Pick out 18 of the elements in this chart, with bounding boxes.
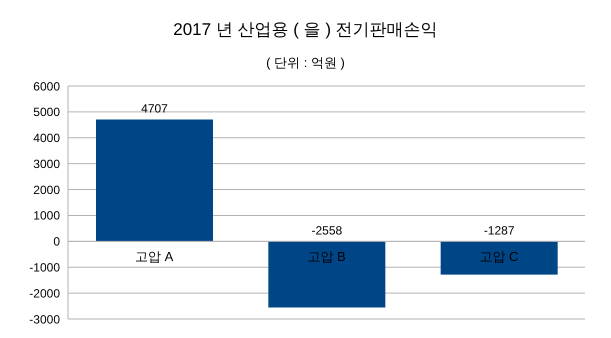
- y-tick-label: 5000: [33, 105, 60, 120]
- y-tick-label: -2000: [29, 286, 60, 300]
- data-label: -1287: [484, 223, 515, 238]
- chart-title: 2017 년 산업용 ( 을 ) 전기판매손익: [172, 19, 439, 41]
- x-tick-label: 고압 C: [479, 249, 518, 264]
- y-tick-label: -1000: [29, 260, 60, 274]
- chart-subtitle: ( 단위 : 억원 ): [265, 54, 346, 72]
- y-tick-label: 2000: [33, 182, 60, 197]
- y-tick-label: -3000: [29, 312, 60, 326]
- y-tick-label: 1000: [33, 208, 60, 223]
- y-tick-label: 0: [53, 234, 60, 249]
- data-label: -2558: [311, 223, 342, 238]
- x-tick-label: 고압 B: [307, 249, 346, 264]
- y-tick-label: 3000: [33, 156, 60, 171]
- x-tick-label: 고압 A: [135, 249, 174, 264]
- y-tick-label: 4000: [33, 131, 60, 146]
- y-tick-label: 6000: [33, 79, 60, 94]
- data-label: 4707: [141, 101, 168, 116]
